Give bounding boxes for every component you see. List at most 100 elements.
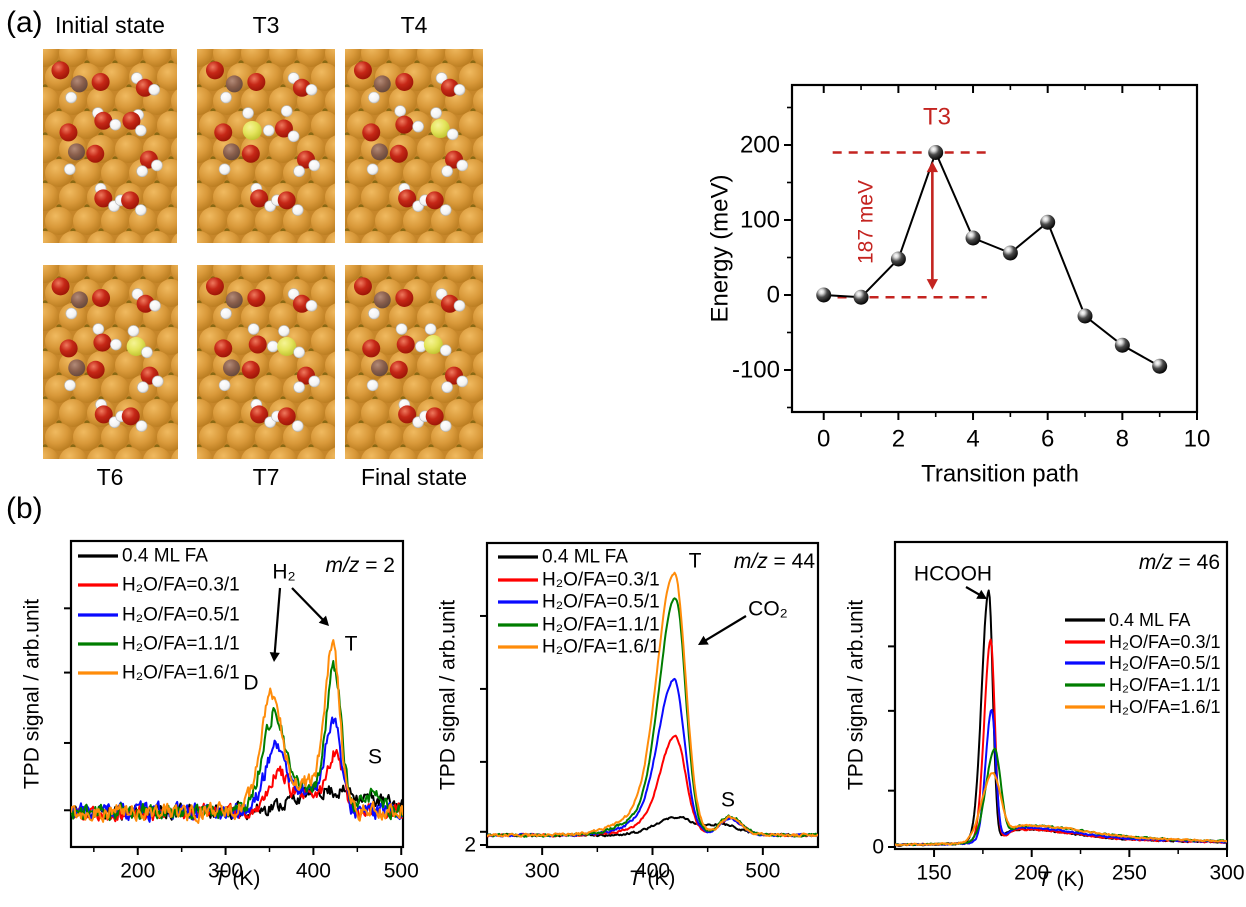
tpd-axes: 300 400 500 2	[464, 541, 820, 883]
atom-X	[423, 335, 443, 355]
legend: 0.4 ML FAH₂O/FA=0.3/1H₂O/FA=0.5/1H₂O/FA=…	[1065, 610, 1221, 717]
atom-H	[439, 204, 452, 216]
atom-O	[122, 111, 141, 130]
tpd-axes: 150 200 250 300 0	[872, 540, 1245, 885]
atom-O	[94, 189, 113, 208]
atom-O	[121, 191, 140, 210]
y-corner-label: 0	[872, 836, 884, 859]
atom-O	[247, 72, 266, 91]
annotations: HCOOH	[914, 563, 992, 599]
atom-H	[242, 107, 254, 119]
atom-C	[371, 359, 388, 377]
x-tick-label: 300	[1209, 862, 1244, 885]
x-tick-label: 10	[1184, 426, 1211, 453]
atom-H	[305, 83, 318, 96]
legend-label: H₂O/FA=0.3/1	[122, 575, 240, 596]
x-axis-label: Transition path	[921, 461, 1079, 488]
atom-H	[439, 344, 452, 357]
legend-label: 0.4 ML FA	[542, 547, 628, 568]
atom-H	[453, 299, 466, 312]
annotation-HCOOH: HCOOH	[914, 563, 992, 586]
mz-label: m/z = 44	[734, 550, 815, 573]
atom-H	[218, 379, 231, 392]
atom-X	[277, 336, 297, 356]
series-orange	[71, 639, 403, 824]
legend-label: H₂O/FA=0.5/1	[122, 605, 240, 626]
structure-caption: T3	[252, 12, 280, 38]
atom-O	[247, 288, 266, 307]
x-tick-label: 300	[208, 860, 243, 883]
mz-label: m/z = 46	[1139, 551, 1220, 574]
structure-image	[345, 49, 483, 243]
atom-H	[136, 165, 148, 178]
y-axis-label: TPD signal / arb.unit	[845, 600, 868, 790]
atom-O	[274, 119, 293, 138]
x-tick-label: 200	[1014, 862, 1049, 885]
structure-caption: T7	[252, 464, 280, 490]
atom-C	[225, 75, 243, 93]
structure-image	[43, 49, 177, 243]
atom-H	[148, 83, 161, 96]
atom-H	[291, 420, 304, 432]
atom-H	[64, 379, 76, 392]
tpd-curves	[487, 571, 818, 838]
annotation-T: T	[689, 550, 702, 573]
atom-H	[63, 163, 76, 176]
atom-O	[86, 144, 105, 163]
atom-X	[126, 336, 146, 356]
y-axis-label: TPD signal / arb.unit	[437, 600, 460, 790]
x-tick-label: 400	[296, 860, 331, 883]
x-tick-label: 8	[1116, 426, 1129, 453]
barrier-arrow	[926, 161, 939, 290]
adsorbates	[51, 277, 164, 432]
annotation-S: S	[368, 746, 382, 769]
adsorbates	[205, 277, 321, 432]
atom-O	[94, 111, 113, 130]
structure-caption: T4	[400, 12, 428, 38]
legend: 0.4 ML FAH₂O/FA=0.3/1H₂O/FA=0.5/1H₂O/FA=…	[78, 546, 240, 684]
structure-image	[43, 265, 178, 459]
legend-label: 0.4 ML FA	[1109, 610, 1190, 630]
atom-O	[241, 144, 260, 163]
legend-label: H₂O/FA=0.3/1	[542, 570, 660, 591]
x-tick-label: 2	[892, 426, 905, 453]
x-tick-label: 500	[384, 860, 419, 883]
x-tick-label: 150	[917, 862, 952, 885]
series-orange	[895, 772, 1227, 847]
adsorbates	[51, 61, 163, 216]
legend-label: H₂O/FA=0.3/1	[1109, 632, 1221, 652]
atom-O	[389, 360, 408, 379]
atom-O	[91, 72, 110, 91]
atom-H	[412, 120, 424, 133]
atom-C	[68, 143, 85, 161]
energy-data-point	[1002, 245, 1018, 261]
atom-O	[353, 277, 372, 296]
atom-H	[278, 325, 290, 337]
atom-H	[441, 381, 453, 394]
atom-O	[51, 61, 70, 80]
x-tick-label: 400	[635, 860, 670, 883]
energy-axes: 0 2 4 6 8 10 -100 0 100 200	[732, 83, 1211, 453]
panel-a-label: (a)	[6, 6, 43, 39]
atom-H	[127, 325, 140, 337]
energy-data-point	[928, 145, 944, 160]
atom-H	[137, 381, 149, 394]
tpd-curves	[71, 639, 403, 824]
annotation-T: T	[345, 633, 358, 656]
adsorbates	[353, 277, 469, 432]
atom-C	[223, 359, 240, 377]
atom-O	[248, 335, 267, 354]
legend-label: H₂O/FA=1.6/1	[122, 663, 240, 684]
panel-b-label: (b)	[6, 492, 43, 525]
atom-H	[453, 83, 466, 96]
atom-C	[371, 143, 388, 161]
energy-diagram-chart: 0 2 4 6 8 10 -100 0 100 200 Transition path Energy …	[707, 83, 1211, 488]
y-tick-label: -100	[732, 357, 780, 384]
atom-H	[135, 124, 147, 137]
atom-H	[366, 379, 379, 392]
energy-data-point	[1077, 308, 1093, 324]
atom-C	[70, 291, 88, 309]
annotations: H₂ D T S	[243, 561, 382, 769]
atom-H	[149, 299, 161, 312]
atom-O	[250, 189, 269, 208]
